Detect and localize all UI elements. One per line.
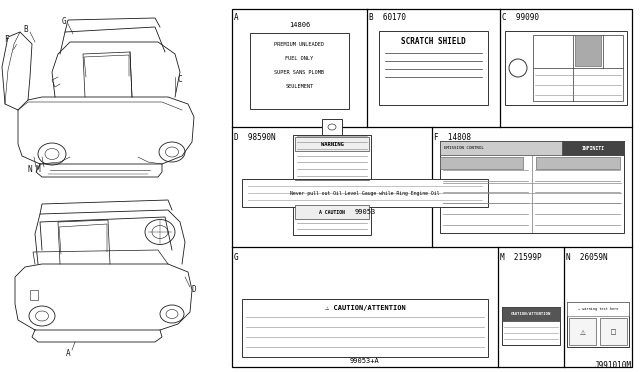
Bar: [502, 307, 560, 321]
Bar: [232, 9, 632, 367]
Text: F  14808: F 14808: [434, 133, 471, 142]
Text: N  26059N: N 26059N: [566, 253, 607, 262]
Text: EMISSION CONTROL: EMISSION CONTROL: [444, 146, 484, 150]
Bar: [440, 141, 624, 155]
Text: FUEL ONLY: FUEL ONLY: [285, 57, 314, 61]
Text: A: A: [234, 13, 239, 22]
Bar: [536, 157, 620, 169]
Ellipse shape: [328, 124, 336, 130]
Text: ⚠: ⚠: [580, 327, 586, 337]
Text: F: F: [4, 35, 8, 44]
Bar: [293, 135, 371, 235]
Text: SUPER SANS PLOMB: SUPER SANS PLOMB: [275, 71, 324, 76]
Text: G: G: [61, 16, 67, 26]
Bar: [502, 307, 560, 345]
Bar: [575, 35, 601, 66]
Bar: [569, 318, 596, 345]
Text: ⚠ CAUTION/ATTENTION: ⚠ CAUTION/ATTENTION: [324, 305, 405, 311]
Bar: [295, 205, 369, 219]
Text: A CAUTION: A CAUTION: [319, 209, 345, 215]
Bar: [562, 141, 624, 155]
Bar: [440, 157, 523, 169]
Text: PREMIUM UNLEADED: PREMIUM UNLEADED: [275, 42, 324, 48]
Text: M  21599P: M 21599P: [500, 253, 541, 262]
Text: D  98590N: D 98590N: [234, 133, 276, 142]
Bar: [440, 141, 624, 233]
Bar: [533, 35, 623, 101]
Text: SEULEMENT: SEULEMENT: [285, 84, 314, 90]
Text: ⚠ warning text here: ⚠ warning text here: [578, 307, 618, 311]
Text: N: N: [28, 166, 32, 174]
Bar: [505, 31, 627, 105]
Text: 99053+A: 99053+A: [350, 358, 380, 364]
Text: C  99090: C 99090: [502, 13, 539, 22]
Text: CAUTION/ATTENTION: CAUTION/ATTENTION: [511, 312, 551, 316]
Bar: [242, 179, 488, 207]
Bar: [567, 302, 629, 347]
Bar: [295, 137, 369, 180]
Text: C: C: [178, 76, 182, 84]
Bar: [600, 318, 627, 345]
Text: Never pull out Oil Level Gauge while Ring Engine Oil: Never pull out Oil Level Gauge while Rin…: [291, 190, 440, 196]
Bar: [250, 33, 349, 109]
Text: SCRATCH SHIELD: SCRATCH SHIELD: [401, 36, 466, 45]
Bar: [244, 301, 486, 315]
Text: 99053: 99053: [355, 209, 376, 215]
Bar: [242, 299, 488, 357]
Text: A: A: [66, 350, 70, 359]
Text: G: G: [234, 253, 239, 262]
Text: J991010M: J991010M: [595, 361, 632, 370]
Bar: [30, 290, 38, 300]
Text: D: D: [192, 285, 196, 295]
Text: B  60170: B 60170: [369, 13, 406, 22]
Text: M: M: [36, 166, 40, 174]
Bar: [295, 137, 369, 151]
Bar: [567, 302, 629, 316]
Text: □: □: [611, 327, 616, 336]
Bar: [322, 119, 342, 135]
Text: INFINITI: INFINITI: [582, 145, 605, 151]
Text: WARNING: WARNING: [321, 141, 344, 147]
Bar: [379, 31, 488, 105]
Text: B: B: [24, 25, 28, 33]
Text: 14806: 14806: [289, 22, 310, 28]
